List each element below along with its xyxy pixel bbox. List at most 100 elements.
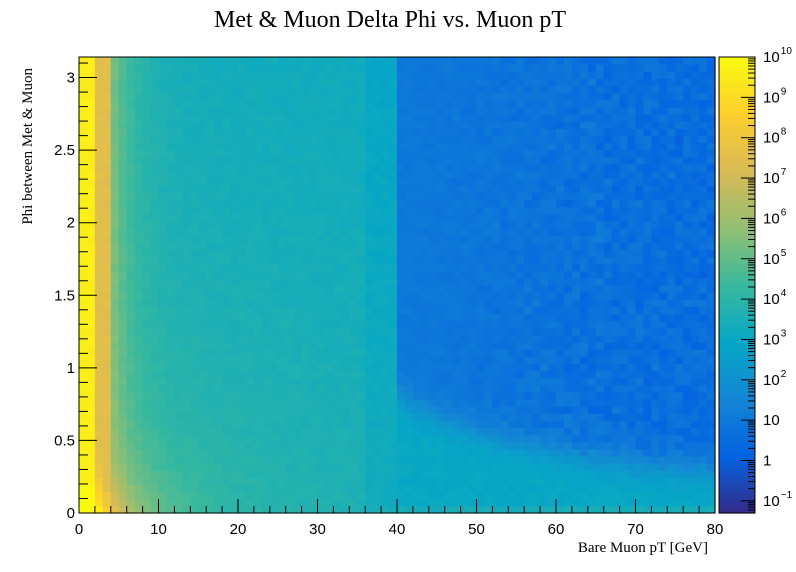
- heatmap-cell: [691, 249, 700, 258]
- heatmap-cell: [412, 505, 422, 514]
- heatmap-cell: [659, 256, 668, 265]
- heatmap-cell: [540, 434, 549, 443]
- heatmap-cell: [381, 448, 390, 457]
- heatmap-cell: [245, 477, 255, 486]
- heatmap-cell: [373, 85, 382, 94]
- heatmap-cell: [579, 299, 589, 307]
- heatmap-cell: [174, 470, 183, 478]
- heatmap-cell: [444, 71, 454, 79]
- heatmap-cell: [238, 57, 247, 65]
- heatmap-cell: [245, 64, 255, 72]
- heatmap-cell: [532, 242, 541, 250]
- heatmap-cell: [532, 277, 541, 286]
- heatmap-cell: [238, 199, 247, 208]
- heatmap-cell: [587, 185, 597, 193]
- heatmap-cell: [158, 213, 168, 222]
- heatmap-cell: [373, 242, 382, 250]
- heatmap-cell: [325, 420, 334, 429]
- heatmap-cell: [460, 249, 470, 258]
- heatmap-cell: [460, 199, 470, 208]
- heatmap-cell: [691, 185, 700, 193]
- heatmap-cell: [301, 456, 311, 464]
- heatmap-cell: [484, 199, 493, 208]
- heatmap-cell: [261, 456, 271, 464]
- heatmap-cell: [675, 249, 684, 258]
- heatmap-cell: [404, 498, 414, 507]
- heatmap-cell: [174, 456, 183, 464]
- heatmap-cell: [524, 192, 533, 201]
- heatmap-cell: [214, 92, 223, 101]
- heatmap-cell: [516, 391, 525, 400]
- heatmap-cell: [428, 142, 438, 151]
- heatmap-cell: [667, 256, 676, 265]
- heatmap-cell: [587, 470, 597, 478]
- heatmap-cell: [595, 285, 605, 293]
- heatmap-cell: [150, 121, 160, 129]
- heatmap-cell: [245, 156, 255, 165]
- heatmap-cell: [118, 270, 128, 279]
- heatmap-cell: [404, 142, 414, 151]
- heatmap-cell: [627, 206, 637, 215]
- heatmap-cell: [659, 505, 668, 514]
- heatmap-cell: [381, 156, 390, 165]
- heatmap-cell: [500, 106, 509, 115]
- heatmap-cell: [285, 85, 295, 94]
- heatmap-cell: [325, 220, 334, 229]
- heatmap-cell: [603, 491, 613, 500]
- heatmap-cell: [571, 441, 581, 450]
- heatmap-cell: [245, 334, 255, 343]
- heatmap-cell: [150, 171, 160, 179]
- heatmap-cell: [404, 192, 414, 201]
- heatmap-cell: [174, 498, 183, 507]
- heatmap-cell: [420, 434, 430, 443]
- heatmap-cell: [285, 128, 295, 136]
- heatmap-cell: [667, 434, 676, 443]
- heatmap-cell: [563, 185, 573, 193]
- heatmap-cell: [158, 99, 168, 108]
- heatmap-cell: [452, 491, 462, 500]
- heatmap-cell: [492, 235, 501, 243]
- heatmap-cell: [516, 71, 525, 79]
- heatmap-cell: [222, 363, 231, 372]
- heatmap-cell: [333, 121, 342, 129]
- heatmap-cell: [428, 171, 438, 179]
- heatmap-cell: [253, 463, 263, 471]
- heatmap-cell: [198, 206, 207, 215]
- heatmap-cell: [492, 434, 501, 443]
- heatmap-cell: [301, 199, 311, 208]
- heatmap-cell: [269, 285, 279, 293]
- heatmap-cell: [548, 199, 557, 208]
- heatmap-cell: [182, 256, 191, 265]
- heatmap-cell: [524, 106, 533, 115]
- heatmap-cell: [643, 377, 652, 386]
- heatmap-cell: [603, 220, 613, 229]
- heatmap-cell: [508, 156, 517, 165]
- heatmap-cell: [269, 192, 279, 201]
- heatmap-cell: [357, 505, 366, 514]
- heatmap-cell: [110, 363, 120, 372]
- heatmap-cell: [524, 427, 533, 436]
- heatmap-cell: [556, 505, 565, 514]
- heatmap-cell: [102, 299, 112, 307]
- heatmap-cell: [214, 306, 223, 315]
- heatmap-cell: [436, 441, 446, 450]
- heatmap-cell: [691, 349, 700, 357]
- heatmap-cell: [691, 356, 700, 364]
- heatmap-cell: [484, 228, 493, 236]
- heatmap-cell: [230, 491, 239, 500]
- heatmap-cell: [253, 235, 263, 243]
- heatmap-cell: [253, 135, 263, 144]
- heatmap-cell: [460, 370, 470, 379]
- heatmap-cell: [476, 277, 486, 286]
- heatmap-cell: [428, 456, 438, 464]
- heatmap-cell: [333, 484, 342, 493]
- heatmap-cell: [492, 427, 501, 436]
- heatmap-cell: [142, 106, 152, 115]
- heatmap-cell: [341, 213, 350, 222]
- heatmap-cell: [667, 391, 676, 400]
- heatmap-cell: [667, 121, 676, 129]
- heatmap-cell: [563, 277, 573, 286]
- heatmap-cell: [238, 270, 247, 279]
- heatmap-cell: [118, 399, 128, 407]
- heatmap-cell: [102, 114, 112, 122]
